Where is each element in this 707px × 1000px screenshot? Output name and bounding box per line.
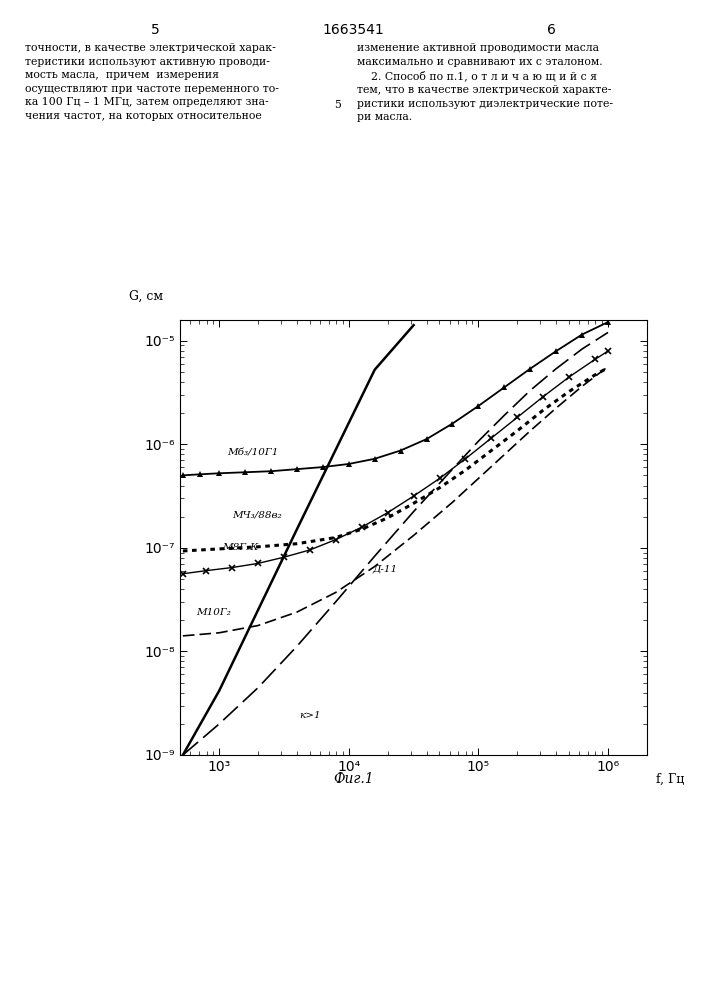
Text: МЧ₃/88в₂: МЧ₃/88в₂ — [232, 510, 282, 519]
Text: Д-11: Д-11 — [372, 564, 397, 573]
Text: Мб₃/10Г1: Мб₃/10Г1 — [227, 448, 279, 457]
Text: 1663541: 1663541 — [322, 23, 385, 37]
Text: f, Гц: f, Гц — [656, 772, 684, 785]
Text: М8Г₂К: М8Г₂К — [222, 543, 258, 552]
Text: изменение активной проводимости масла
максимально и сравнивают их с эталоном.
  : изменение активной проводимости масла ма… — [357, 43, 613, 122]
Text: М10Г₂: М10Г₂ — [196, 608, 230, 617]
Text: 5: 5 — [151, 23, 160, 37]
Text: G, см: G, см — [129, 290, 163, 303]
Text: точности, в качестве электрической харак-
теристики используют активную проводи-: точности, в качестве электрической харак… — [25, 43, 279, 121]
Text: Фиг.1: Фиг.1 — [333, 772, 374, 786]
Text: к>1: к>1 — [300, 711, 321, 720]
Text: 6: 6 — [547, 23, 556, 37]
Text: 5: 5 — [334, 100, 341, 110]
